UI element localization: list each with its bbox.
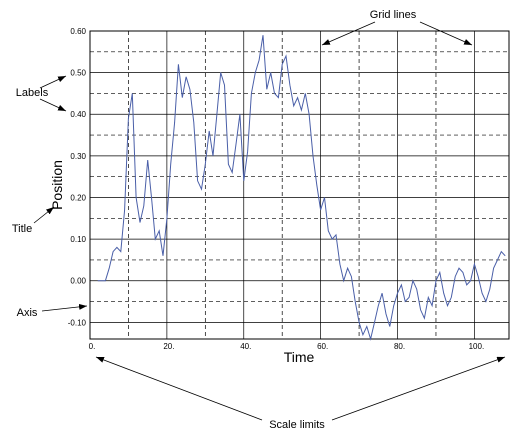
tick-labels: -0.10 0.00 0.10 0.20 0.30 0.40 0.50 0.60 0. 20. 40… — [68, 27, 484, 351]
grid-lines-callout: Grid lines — [370, 9, 417, 21]
y-tick-label: 0.40 — [70, 110, 86, 119]
position-series-line — [97, 35, 506, 341]
y-tick-label: 0.00 — [70, 277, 86, 286]
y-tick-label: 0.10 — [70, 235, 86, 244]
x-tick-label: 60. — [317, 342, 328, 351]
y-tick-label: 0.20 — [70, 193, 86, 202]
y-axis-title: Position — [49, 160, 65, 210]
x-tick-label: 100. — [469, 342, 485, 351]
scale-limits-arrow-left — [95, 356, 263, 421]
y-tick-label: -0.10 — [68, 318, 87, 327]
title-callout: Title — [12, 223, 32, 235]
x-tick-label: 0. — [89, 342, 96, 351]
grid-lines-arrow-left — [321, 21, 376, 46]
x-tick-label: 20. — [163, 342, 174, 351]
axis-arrow — [41, 303, 88, 312]
labels-arrow-lower — [39, 98, 67, 112]
scale-limits-callout: Scale limits — [269, 419, 325, 431]
y-tick-label: 0.50 — [70, 69, 86, 78]
labels-callout: Labels — [16, 87, 49, 99]
scale-limits-arrow-right — [331, 356, 506, 421]
x-tick-label: 80. — [394, 342, 405, 351]
y-tick-label: 0.60 — [70, 27, 86, 36]
grid-lines-arrow-right — [419, 21, 473, 46]
labels-arrow-upper — [39, 75, 67, 89]
x-tick-label: 40. — [240, 342, 251, 351]
y-tick-label: 0.30 — [70, 152, 86, 161]
x-axis-title: Time — [284, 349, 315, 365]
grid — [89, 30, 509, 339]
title-arrow — [33, 206, 55, 224]
plot-frame — [89, 30, 510, 340]
axis-callout: Axis — [17, 307, 38, 319]
